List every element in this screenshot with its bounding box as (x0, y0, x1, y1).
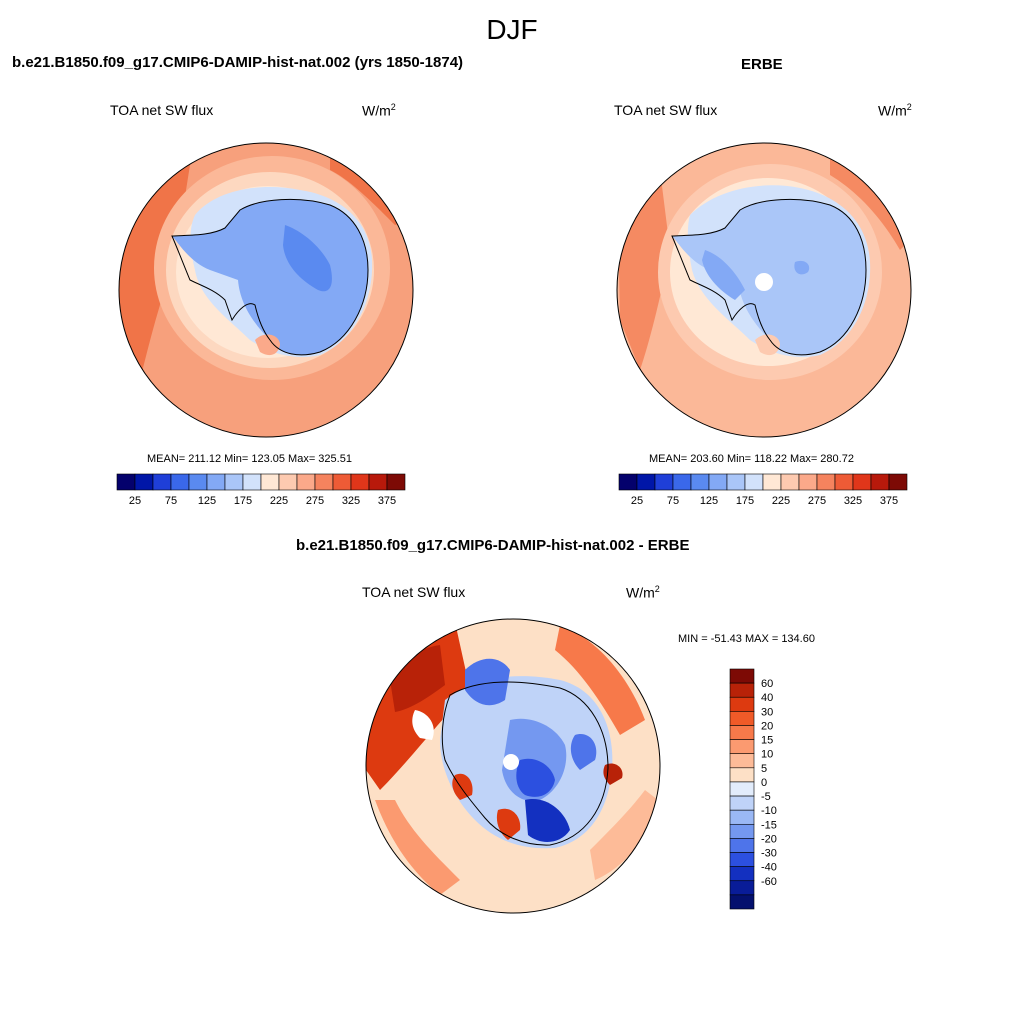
panel3-colorbar-swatch (729, 809, 755, 825)
panel3-units: W/m2 (626, 584, 660, 601)
panel2-colorbar-swatch (834, 473, 854, 491)
panel3-colorbar-tick-label: -40 (761, 862, 777, 874)
panel3-colorbar-swatch (729, 696, 755, 712)
panel2-colorbar-swatch (888, 473, 908, 491)
panel2-colorbar-swatch (762, 473, 782, 491)
panel3-colorbar-tick-label: -60 (761, 876, 777, 888)
panel2-colorbar-tick-label: 75 (667, 495, 679, 507)
panel2-title: ERBE (741, 56, 783, 73)
panel1-stats: MEAN= 211.12 Min= 123.05 Max= 325.51 (147, 453, 352, 465)
panel1-colorbar-swatch (134, 473, 154, 491)
panel3-colorbar-tick-label: 0 (761, 777, 767, 789)
panel1-title: b.e21.B1850.f09_g17.CMIP6-DAMIP-hist-nat… (12, 54, 464, 71)
season-title: DJF (486, 14, 538, 45)
panel3-colorbar-swatch (729, 781, 755, 797)
panel3-colorbar-swatch (729, 739, 755, 755)
panel2-stats: MEAN= 203.60 Min= 118.22 Max= 280.72 (649, 453, 854, 465)
panel1-colorbar-tick-label: 225 (270, 495, 288, 507)
panel2-colorbar-tick-label: 275 (808, 495, 826, 507)
panel2-colorbar-swatch (708, 473, 728, 491)
panel1-colorbar-swatch (332, 473, 352, 491)
panel1-variable: TOA net SW flux (110, 102, 214, 118)
panel3-colorbar-swatch (729, 823, 755, 839)
panel2-colorbar-tick-label: 375 (880, 495, 898, 507)
panel1-colorbar-swatch (350, 473, 370, 491)
panel2-colorbar-tick-label: 125 (700, 495, 718, 507)
panel3-colorbar-tick-label: -30 (761, 848, 777, 860)
panel1-colorbar-swatch (206, 473, 226, 491)
panel2-colorbar-tick-label: 25 (631, 495, 643, 507)
panel3-colorbar-swatch (729, 725, 755, 740)
panel2-colorbar-swatch (618, 473, 638, 491)
panel1-colorbar-tick-label: 75 (165, 495, 177, 507)
panel2-colorbar-tick-label: 325 (844, 495, 862, 507)
panel1-colorbar-swatch (170, 473, 190, 491)
panel2-colorbar-swatch (672, 473, 692, 491)
panel2-colorbar-tick-label: 225 (772, 495, 790, 507)
panel1-colorbar-tick-label: 25 (129, 495, 141, 507)
panel3-colorbar-swatch (729, 894, 755, 910)
panel2-colorbar-swatch (636, 473, 656, 491)
panel1-colorbar-tick-label: 375 (378, 495, 396, 507)
panel3-colorbar-tick-label: -5 (761, 791, 771, 803)
panel3-colorbar-swatch (729, 767, 755, 783)
panel3-colorbar-swatch (729, 866, 755, 882)
panel1-colorbar-swatch (242, 473, 262, 491)
panel3-colorbar-tick-label: 5 (761, 763, 767, 775)
panel1-colorbar-swatch (224, 473, 244, 491)
panel1-colorbar-swatch (368, 473, 388, 491)
panel1-colorbar-swatch (386, 473, 406, 491)
panel1-colorbar-tick-label: 275 (306, 495, 324, 507)
panel1-colorbar-swatch (188, 473, 208, 491)
panel2-colorbar-swatch (654, 473, 674, 491)
panel3-colorbar-tick-label: 10 (761, 749, 773, 761)
panel1-colorbar-swatch (296, 473, 316, 491)
panel1-colorbar-tick-label: 125 (198, 495, 216, 507)
panel2-colorbar-swatch (744, 473, 764, 491)
panel3-title: b.e21.B1850.f09_g17.CMIP6-DAMIP-hist-nat… (296, 537, 690, 554)
panel2-colorbar-swatch (690, 473, 710, 491)
panel3-colorbar-tick-label: -10 (761, 805, 777, 817)
panel3-colorbar-swatch (729, 711, 755, 726)
panel3-colorbar-swatch (729, 668, 755, 684)
panel1-colorbar-swatch (152, 473, 172, 491)
panel2-colorbar-swatch (726, 473, 746, 491)
panel1-colorbar-swatch (314, 473, 334, 491)
panel3-colorbar-tick-label: 20 (761, 720, 773, 732)
panel2-units: W/m2 (878, 102, 912, 119)
panel2-colorbar-swatch (816, 473, 836, 491)
panel3-colorbar-swatch (729, 852, 755, 867)
panel1-colorbar-swatch (116, 473, 136, 491)
panel3-colorbar-swatch (729, 880, 755, 896)
panel1-colorbar-swatch (278, 473, 298, 491)
panel2-colorbar-tick-label: 175 (736, 495, 754, 507)
panel3-colorbar-swatch (729, 838, 755, 853)
panel3-colorbar-tick-label: 15 (761, 735, 773, 747)
panel2-colorbar-swatch (798, 473, 818, 491)
panel1-colorbar: 25 75 125 175 225 275 325 375 (116, 473, 406, 507)
panel3-colorbar-tick-label: -15 (761, 819, 777, 831)
panel1-units: W/m2 (362, 102, 396, 119)
panel3-colorbar-tick-label: -20 (761, 833, 777, 845)
panel1-colorbar-tick-label: 325 (342, 495, 360, 507)
panel2-colorbar-swatch (852, 473, 872, 491)
panel1-colorbar-tick-label: 175 (234, 495, 252, 507)
panel2-colorbar: 25 75 125 175 225 275 325 375 (618, 473, 908, 507)
panel3-stats: MIN = -51.43 MAX = 134.60 (678, 633, 815, 645)
panel2-variable: TOA net SW flux (614, 102, 718, 118)
panel1-colorbar-swatch (260, 473, 280, 491)
panel3-colorbar-swatch (729, 795, 755, 811)
panel2-colorbar-swatch (780, 473, 800, 491)
panel3-colorbar-tick-label: 40 (761, 692, 773, 704)
panel3-colorbar-tick-label: 30 (761, 706, 773, 718)
panel3-colorbar-tick-label: 60 (761, 678, 773, 690)
panel3-colorbar: 60 40 30 20 15 10 5 0 -5 -10 -15 -20 -30 -40 -60 (729, 668, 777, 910)
panel3-variable: TOA net SW flux (362, 584, 466, 600)
panel3-colorbar-swatch (729, 682, 755, 698)
panel3-colorbar-swatch (729, 753, 755, 769)
panel2-colorbar-swatch (870, 473, 890, 491)
